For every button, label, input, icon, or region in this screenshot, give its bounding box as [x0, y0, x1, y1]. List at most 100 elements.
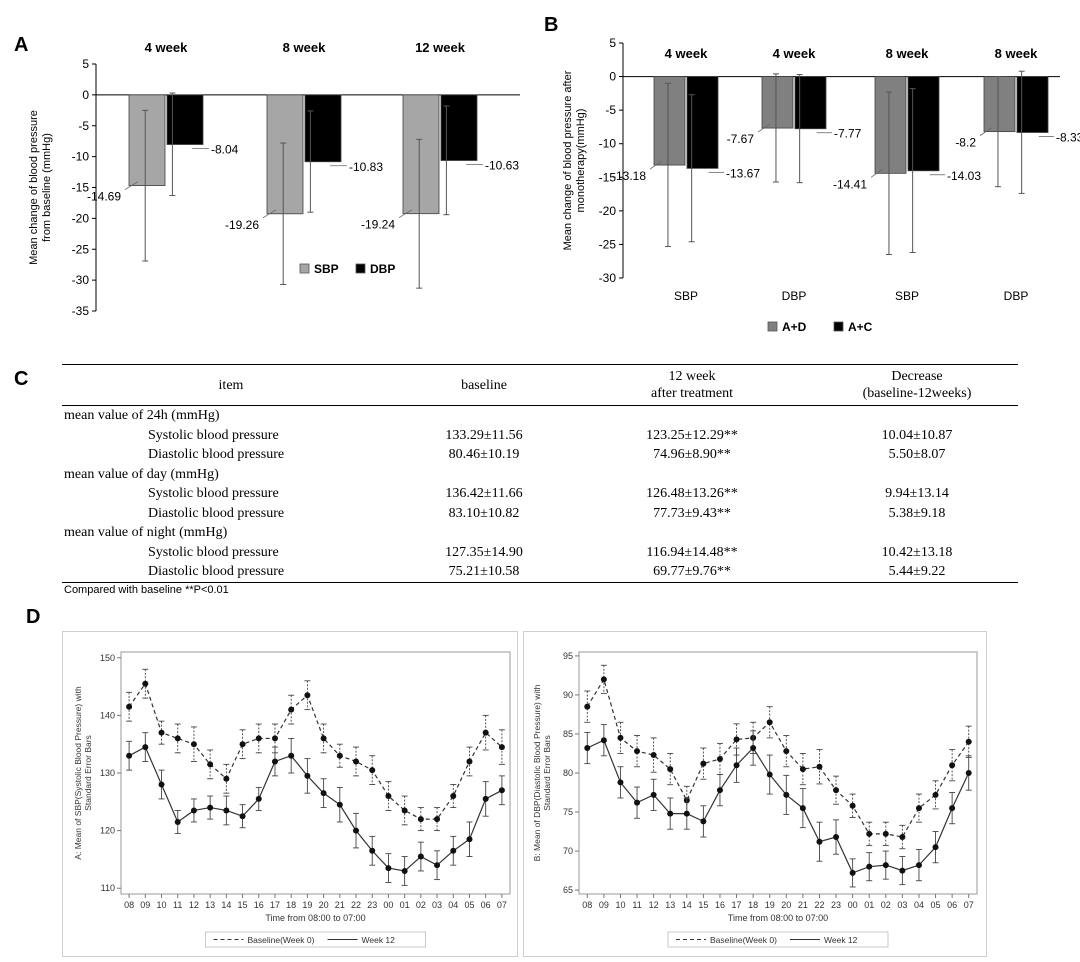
x-tick-label: 23 [367, 900, 377, 910]
data-point [634, 748, 641, 755]
y-tick-label: -10 [72, 150, 90, 164]
table-row: Systolic blood pressure 127.35±14.90 116… [62, 543, 1018, 563]
cell-baseline: 133.29±11.56 [445, 427, 523, 443]
x-tick-label: 19 [302, 900, 312, 910]
data-point [667, 810, 674, 817]
header-decrease-line1: Decrease [891, 369, 943, 384]
legend-label: Week 12 [362, 935, 396, 945]
y-tick-label: -5 [605, 103, 616, 117]
x-tick-label: 15 [698, 900, 708, 910]
legend-swatch [355, 263, 366, 274]
bar-a-d [874, 76, 907, 174]
x-tick-label: 12 [189, 900, 199, 910]
y-tick-label: 80 [563, 768, 573, 778]
data-point [833, 787, 840, 794]
chart-a-bp-change-from-baseline: 5 0 -5 -10 -15 -20 -25 -30 -35 Mean change of blo… [28, 40, 520, 318]
legend-label: DBP [370, 262, 395, 276]
cell-item: Systolic blood pressure [148, 486, 279, 501]
data-point [600, 737, 607, 744]
cell-decrease: 10.04±10.87 [881, 427, 953, 443]
data-point [716, 787, 723, 794]
y-tick-label: 95 [563, 651, 573, 661]
series-line-week-12 [128, 746, 503, 872]
legend-box [667, 931, 889, 948]
x-tick-label: 06 [481, 900, 491, 910]
y-tick-label: 5 [82, 57, 89, 71]
y-axis-label-line: Mean change of blood pressure after [562, 70, 574, 250]
y-axis-label-line: A: Mean of SBP(Systolic Blood Pressure) … [73, 686, 83, 860]
table-header-row: item baseline 12 week after treatment De… [62, 364, 1018, 406]
bar-sbp [266, 94, 304, 215]
chart-b-bp-change-after-monotherapy: 5 0 -5 -10 -15 -20 -25 -30 Mean change of blood … [562, 36, 1080, 334]
legend-label: A+C [848, 320, 873, 334]
x-tick-label: 13 [665, 900, 675, 910]
label-leader [398, 209, 413, 219]
data-point [336, 801, 343, 808]
x-tick-label: 01 [864, 900, 874, 910]
data-point [288, 752, 295, 759]
data-point [799, 766, 806, 773]
cell-baseline: 80.46±10.19 [448, 447, 520, 462]
cell-baseline: 75.21±10.58 [400, 562, 568, 583]
y-tick-label: -35 [72, 304, 90, 318]
y-tick-label: -25 [599, 237, 617, 251]
data-point [700, 760, 707, 767]
y-tick-label: -30 [599, 271, 617, 285]
x-tick-label: 18 [748, 900, 758, 910]
x-tick-label: 19 [765, 900, 775, 910]
data-point [799, 805, 806, 812]
y-axis-label-line: Standard Error Bars [83, 735, 93, 811]
panel-label-b: B [544, 14, 559, 36]
ambulatory-bp-table: item baseline 12 week after treatment De… [62, 364, 1018, 583]
panel-label-c: C [14, 368, 29, 390]
header-after-treatment: 12 week after treatment [568, 364, 816, 406]
data-point [766, 771, 773, 778]
y-tick-label: 70 [563, 846, 573, 856]
category-label: DBP [782, 289, 807, 303]
y-tick-label: -25 [72, 242, 90, 256]
data-label: -7.77 [834, 127, 862, 141]
legend-box [205, 931, 426, 948]
data-point [174, 735, 181, 742]
data-point [126, 703, 133, 710]
x-tick-label: 09 [599, 900, 609, 910]
x-tick-label: 08 [582, 900, 592, 910]
y-axis-label-line: B: Mean of DBP(Diastolic Blood Pressure)… [532, 684, 542, 861]
y-tick-label: 5 [609, 36, 616, 50]
data-point [288, 706, 295, 713]
x-tick-label: 12 [649, 900, 659, 910]
y-tick-label: -20 [72, 211, 90, 225]
data-point [466, 836, 473, 843]
x-tick-label: 04 [448, 900, 458, 910]
y-tick-label: -15 [599, 170, 617, 184]
y-tick-label: 120 [100, 826, 115, 836]
label-leader [870, 168, 883, 178]
group-title: 12 week [415, 40, 466, 55]
x-tick-label: 03 [897, 900, 907, 910]
table-row: Diastolic blood pressure 75.21±10.58 69.… [62, 562, 1018, 583]
x-axis-label: Time from 08:00 to 07:00 [265, 913, 365, 923]
x-tick-label: 10 [157, 900, 167, 910]
bar-a-d [761, 76, 794, 129]
data-label: -8.33 [1056, 131, 1080, 145]
y-tick-label: 140 [100, 710, 115, 720]
group-title: 8 week [886, 46, 929, 61]
y-axis-label: B: Mean of DBP(Diastolic Blood Pressure)… [532, 684, 552, 861]
bar-sbp [402, 94, 440, 215]
data-point [353, 827, 360, 834]
data-label: -13.67 [726, 166, 760, 180]
data-point [866, 830, 873, 837]
bar-a-c [794, 76, 827, 130]
data-label: -14.03 [947, 169, 981, 183]
header-item: item [62, 364, 400, 406]
table-row: Diastolic blood pressure 80.46±10.19 74.… [62, 445, 1018, 465]
x-axis-label: Time from 08:00 to 07:00 [728, 913, 828, 923]
legend-label: SBP [314, 262, 339, 276]
data-point [965, 738, 972, 745]
data-point [417, 816, 424, 823]
panel-label-a: A [14, 34, 29, 56]
y-axis-label-line: monotherapy(mmHg) [575, 109, 587, 213]
y-tick-label: 150 [100, 653, 115, 663]
data-point [750, 745, 757, 752]
cell-decrease: 5.44±9.22 [816, 562, 1018, 583]
